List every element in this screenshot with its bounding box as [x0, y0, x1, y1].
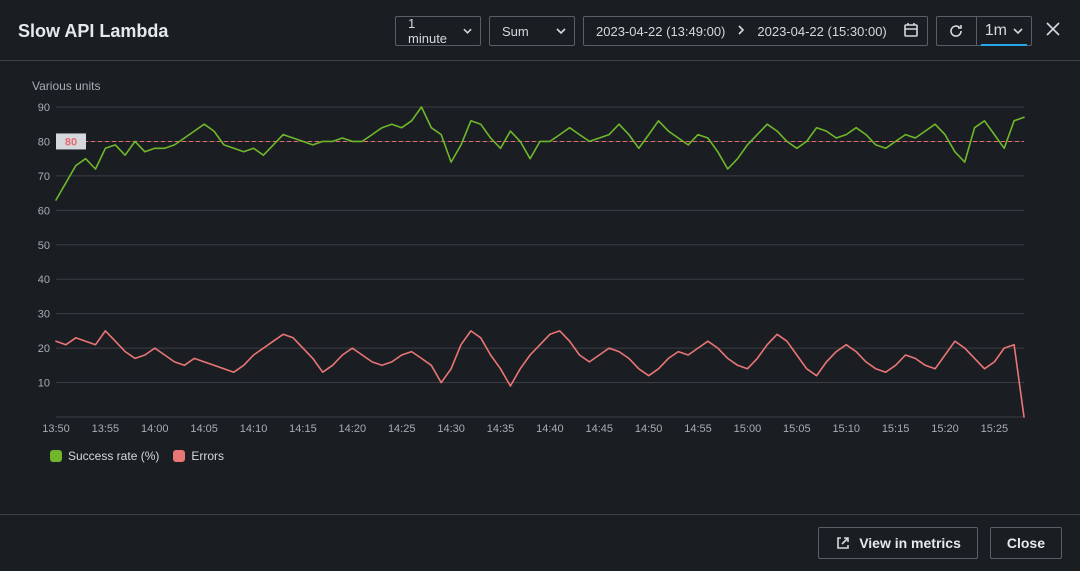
svg-text:14:20: 14:20 — [339, 423, 367, 435]
chart-area: Various units 1020304050607080908013:501… — [0, 61, 1080, 514]
svg-text:14:10: 14:10 — [240, 423, 268, 435]
svg-text:14:00: 14:00 — [141, 423, 169, 435]
svg-text:80: 80 — [65, 136, 77, 148]
svg-text:50: 50 — [38, 240, 50, 252]
view-in-metrics-button[interactable]: View in metrics — [818, 527, 978, 559]
caret-down-icon — [1013, 26, 1023, 36]
legend-label: Success rate (%) — [68, 449, 159, 463]
svg-text:14:55: 14:55 — [684, 423, 712, 435]
refresh-combo: 1m — [936, 16, 1032, 46]
refresh-interval-select[interactable]: 1m — [976, 16, 1032, 46]
statistic-select[interactable]: Sum — [489, 16, 575, 46]
svg-text:14:30: 14:30 — [437, 423, 465, 435]
metrics-modal: Slow API Lambda 1 minute Sum 2023-04-22 … — [0, 0, 1080, 571]
close-button[interactable]: Close — [990, 527, 1062, 559]
svg-text:14:50: 14:50 — [635, 423, 663, 435]
time-range-from: 2023-04-22 (13:49:00) — [596, 24, 725, 39]
close-icon[interactable] — [1044, 20, 1062, 42]
period-select-value: 1 minute — [408, 16, 453, 46]
modal-footer: View in metrics Close — [0, 514, 1080, 571]
svg-text:14:40: 14:40 — [536, 423, 564, 435]
caret-down-icon — [556, 26, 566, 36]
svg-text:15:05: 15:05 — [783, 423, 811, 435]
svg-text:13:50: 13:50 — [42, 423, 70, 435]
period-select[interactable]: 1 minute — [395, 16, 481, 46]
svg-text:70: 70 — [38, 171, 50, 183]
svg-text:14:05: 14:05 — [190, 423, 218, 435]
view-in-metrics-label: View in metrics — [859, 535, 961, 551]
svg-text:14:15: 14:15 — [289, 423, 317, 435]
legend-swatch — [173, 450, 185, 462]
modal-header: Slow API Lambda 1 minute Sum 2023-04-22 … — [0, 0, 1080, 61]
line-chart: 10 20 30 40 50 60 70 80 90 80 13:50 13:55 14:00 14:05… — [22, 101, 1028, 441]
modal-title: Slow API Lambda — [18, 21, 168, 42]
external-link-icon — [835, 535, 851, 551]
svg-text:15:10: 15:10 — [832, 423, 860, 435]
legend-item[interactable]: Errors — [173, 449, 224, 463]
svg-text:40: 40 — [38, 274, 50, 286]
svg-text:15:20: 15:20 — [931, 423, 959, 435]
time-range-picker[interactable]: 2023-04-22 (13:49:00) 2023-04-22 (15:30:… — [583, 16, 928, 46]
svg-text:14:45: 14:45 — [585, 423, 613, 435]
chevron-right-icon — [735, 23, 747, 39]
svg-text:80: 80 — [38, 136, 50, 148]
svg-text:90: 90 — [38, 102, 50, 114]
svg-text:60: 60 — [38, 205, 50, 217]
svg-text:15:00: 15:00 — [734, 423, 762, 435]
y-axis-label: Various units — [32, 79, 1058, 93]
svg-text:14:35: 14:35 — [487, 423, 515, 435]
svg-text:20: 20 — [38, 343, 50, 355]
statistic-select-value: Sum — [502, 24, 529, 39]
svg-text:10: 10 — [38, 378, 50, 390]
calendar-icon — [903, 22, 919, 41]
legend-item[interactable]: Success rate (%) — [50, 449, 159, 463]
legend: Success rate (%) Errors — [50, 449, 1058, 463]
svg-text:15:25: 15:25 — [981, 423, 1009, 435]
caret-down-icon — [463, 26, 472, 36]
refresh-icon — [948, 23, 964, 39]
time-range-to: 2023-04-22 (15:30:00) — [757, 24, 886, 39]
refresh-button[interactable] — [936, 16, 976, 46]
svg-text:15:15: 15:15 — [882, 423, 910, 435]
legend-label: Errors — [191, 449, 224, 463]
svg-text:30: 30 — [38, 309, 50, 321]
refresh-interval-value: 1m — [985, 22, 1007, 40]
svg-text:14:25: 14:25 — [388, 423, 416, 435]
close-button-label: Close — [1007, 535, 1045, 551]
legend-swatch — [50, 450, 62, 462]
svg-text:13:55: 13:55 — [92, 423, 120, 435]
